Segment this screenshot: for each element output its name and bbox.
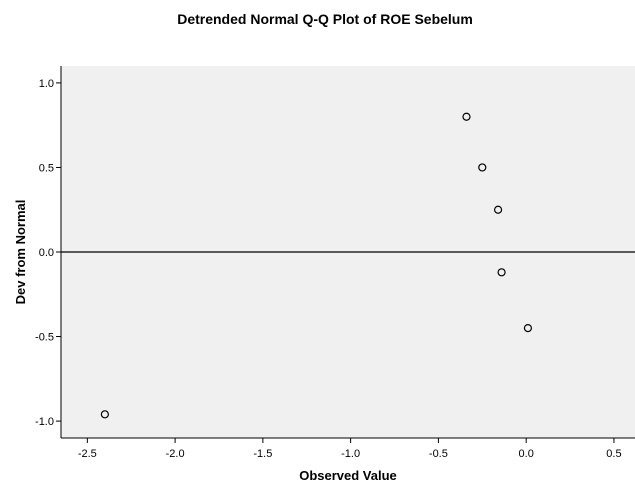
x-axis-title: Observed Value <box>299 468 397 483</box>
y-axis-ticks: 1.0 0.5 0.0 -0.5 -1.0 <box>35 78 61 428</box>
data-point <box>523 323 533 333</box>
x-tick-label: -1.0 <box>341 448 360 460</box>
y-tick-label: -0.5 <box>35 332 54 344</box>
x-tick-label: -2.0 <box>166 448 185 460</box>
chart-title: Detrended Normal Q-Q Plot of ROE Sebelum <box>177 11 473 27</box>
x-axis-ticks: -2.5 -2.0 -1.5 -1.0 -0.5 0.0 0.5 <box>78 438 622 460</box>
y-axis-title: Dev from Normal <box>13 200 28 305</box>
data-point <box>478 163 487 172</box>
y-tick-label: 1.0 <box>39 78 54 90</box>
x-tick-label: 0.5 <box>606 448 621 460</box>
x-tick-label: -1.5 <box>253 448 272 460</box>
x-tick-label: -2.5 <box>78 448 97 460</box>
x-tick-label: -0.5 <box>429 448 448 460</box>
data-point <box>493 205 503 214</box>
y-tick-label: 0.0 <box>39 247 54 259</box>
y-tick-label: 0.5 <box>39 162 54 174</box>
data-point <box>100 410 109 419</box>
y-tick-label: -1.0 <box>35 416 54 428</box>
data-point <box>462 112 471 121</box>
data-points <box>100 112 533 419</box>
data-point <box>497 268 506 277</box>
x-tick-label: 0.0 <box>519 448 534 460</box>
